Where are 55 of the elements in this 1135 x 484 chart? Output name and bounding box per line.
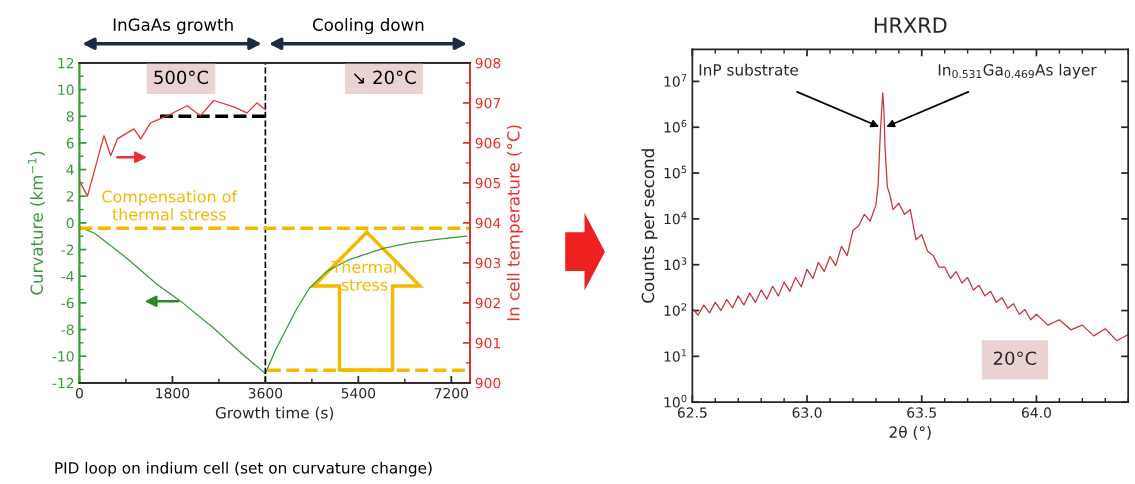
- x-tick-label: 7200: [434, 387, 469, 399]
- text: InGaAs growth: [113, 18, 233, 35]
- y-tick-label: 10$^{3}$: [664, 257, 687, 271]
- y2-tick-label: 901: [475, 337, 500, 349]
- text: PID loop on indium cell (set on curvature change): [55, 461, 432, 477]
- annotation: 500°C: [154, 70, 209, 85]
- y-axis-title: Curvature (km$^{−1}$): [27, 151, 45, 295]
- x-tick-label: 0: [75, 387, 83, 399]
- y2-tick-label: 903: [475, 257, 501, 269]
- x-tick-label: 1800: [156, 387, 190, 399]
- annotation: ↘ 20°C: [353, 70, 416, 85]
- x-tick-label: 5400: [341, 387, 376, 399]
- y2-tick-label: 908: [475, 57, 501, 69]
- x-tick-label: 63.0: [792, 407, 822, 418]
- y-tick-label: 8: [66, 111, 74, 122]
- y2-tick-label: 902: [475, 297, 500, 309]
- y-tick-label: -10: [52, 351, 74, 362]
- y-axis-title: Counts per second: [641, 149, 658, 303]
- annotation: Compensation of thermal stress: [102, 190, 238, 221]
- y-tick-label: 10$^{7}$: [664, 74, 687, 87]
- text: Cooling down: [312, 18, 424, 35]
- y2-tick-label: 906: [475, 137, 501, 149]
- y2-axis-title: In cell temperature (°C): [506, 125, 523, 321]
- x-tick-label: 64.0: [1021, 407, 1051, 418]
- y-tick-label: 10$^{5}$: [664, 165, 687, 179]
- y2-tick-label: 904: [475, 217, 501, 229]
- chart-title: HRXRD: [874, 17, 947, 33]
- y-tick-label: 10$^{1}$: [664, 349, 687, 362]
- annotation: InP substrate: [699, 63, 798, 76]
- y-tick-label: -2: [61, 244, 74, 255]
- x-tick-label: 62.5: [677, 407, 707, 418]
- line-series: [692, 92, 1129, 342]
- x-axis-title: 2θ (°): [889, 425, 931, 440]
- x-axis-title: Growth time (s): [215, 406, 334, 421]
- y-tick-label: 10$^{6}$: [664, 119, 687, 133]
- y2-tick-label: 907: [475, 97, 501, 109]
- y-tick-label: 2: [66, 191, 74, 202]
- x-tick-label: 3600: [248, 387, 283, 399]
- y-tick-label: 4: [66, 164, 74, 175]
- y-tick-label: -4: [61, 271, 74, 282]
- y-tick-label: -8: [61, 324, 74, 335]
- y2-tick-label: 905: [475, 177, 501, 189]
- y2-tick-label: 900: [475, 377, 501, 389]
- y-tick-label: 6: [66, 137, 74, 149]
- y-tick-label: 10: [58, 84, 74, 96]
- y-tick-label: 10$^{0}$: [664, 394, 687, 408]
- annotation: 20°C: [993, 351, 1037, 366]
- annotation: In$_{0.531}$Ga$_{0.469}$As layer: [938, 63, 1097, 79]
- y-tick-label: -6: [61, 297, 74, 309]
- y-tick-label: 10$^{4}$: [664, 211, 687, 225]
- y-tick-label: -12: [52, 377, 74, 389]
- y-tick-label: 10$^{2}$: [664, 303, 687, 316]
- x-tick-label: 63.5: [907, 407, 936, 418]
- y-tick-label: 0: [66, 217, 74, 229]
- y-tick-label: 12: [58, 57, 74, 69]
